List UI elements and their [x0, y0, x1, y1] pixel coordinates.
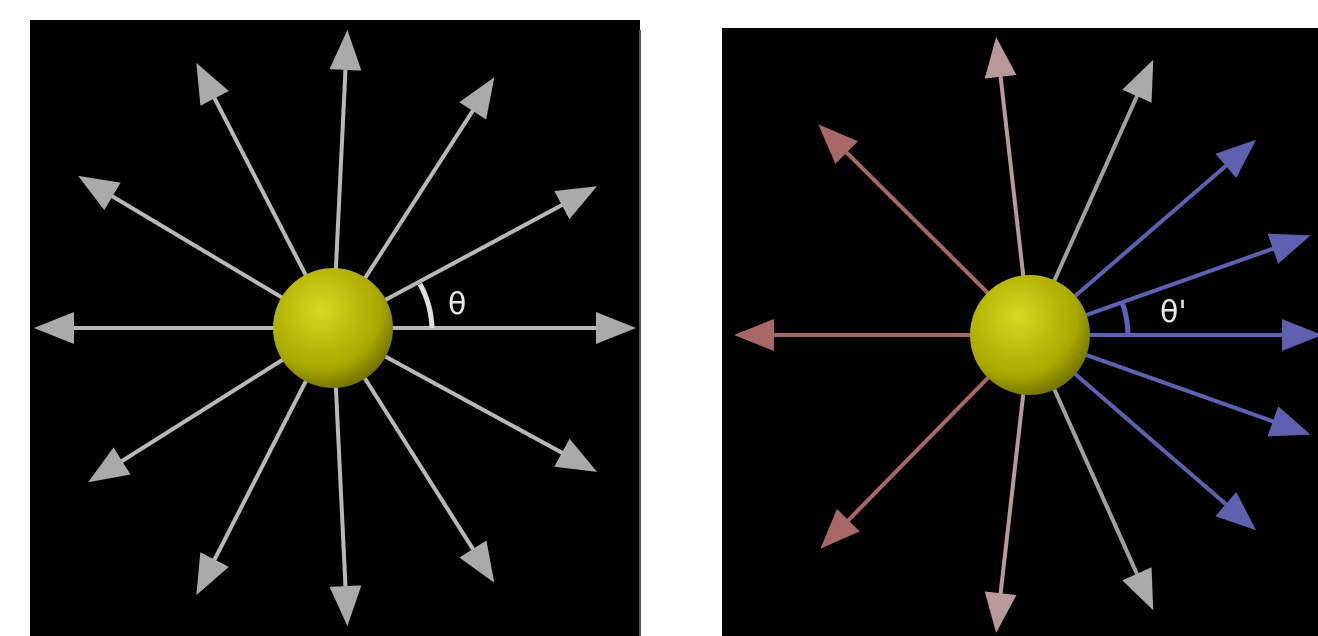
sphere	[273, 268, 393, 388]
angle-arc	[417, 282, 435, 329]
angle-arc	[1119, 301, 1131, 336]
left-panel: θ	[30, 20, 641, 636]
angle-label: θ	[448, 287, 466, 322]
right-panel: θ'	[722, 28, 1318, 636]
sphere	[970, 275, 1090, 395]
angle-label: θ'	[1160, 295, 1187, 330]
